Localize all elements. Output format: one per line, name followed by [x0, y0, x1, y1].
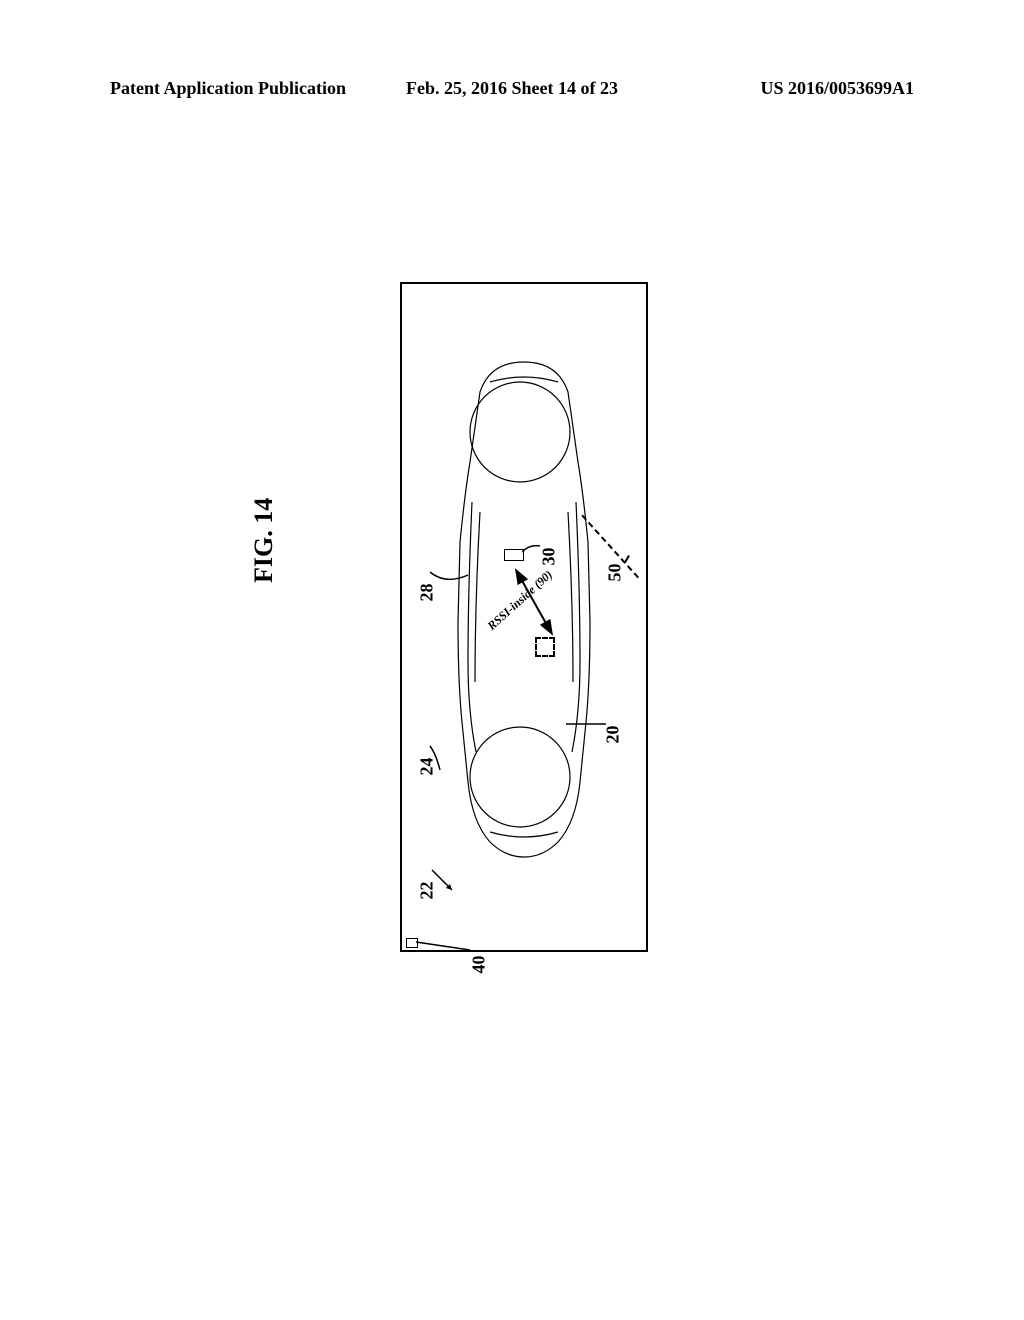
leader-24 [426, 744, 446, 774]
leader-28 [426, 570, 471, 605]
leader-20 [564, 718, 608, 730]
header-date-sheet: Feb. 25, 2016 Sheet 14 of 23 [378, 78, 646, 99]
leader-40 [414, 940, 474, 960]
leader-30 [522, 542, 542, 554]
transmitter-box [504, 549, 524, 561]
figure-label: FIG. 14 [249, 498, 279, 583]
header-patent-number: US 2016/0053699A1 [646, 78, 914, 99]
diagram-container: 22 24 28 30 20 40 50 RSSI-inside (90) [400, 282, 648, 952]
ref-label-50: 50 [605, 564, 626, 582]
header-publication: Patent Application Publication [110, 78, 378, 99]
leader-22 [430, 868, 460, 898]
